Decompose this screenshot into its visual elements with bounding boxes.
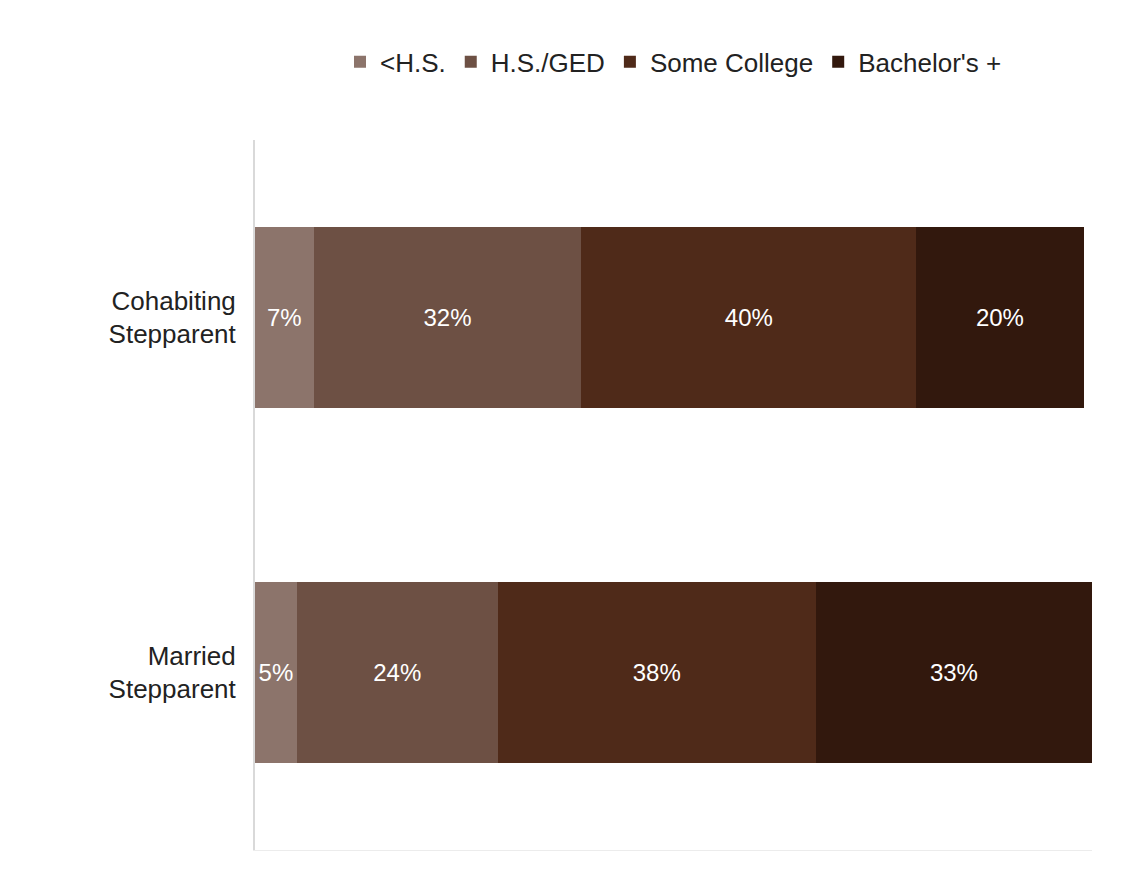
svg-text:32%: 32% bbox=[423, 304, 471, 331]
svg-text:Bachelor's +: Bachelor's + bbox=[858, 48, 1001, 78]
svg-text:CohabitingStepparent: CohabitingStepparent bbox=[109, 286, 237, 350]
svg-text:<H.S.: <H.S. bbox=[380, 48, 446, 78]
svg-text:H.S./GED: H.S./GED bbox=[491, 48, 605, 78]
svg-text:5%: 5% bbox=[259, 659, 294, 686]
svg-text:Some College: Some College bbox=[650, 48, 813, 78]
svg-text:MarriedStepparent: MarriedStepparent bbox=[109, 641, 237, 705]
svg-text:24%: 24% bbox=[373, 659, 421, 686]
svg-text:33%: 33% bbox=[930, 659, 978, 686]
svg-text:7%: 7% bbox=[267, 304, 302, 331]
svg-text:40%: 40% bbox=[725, 304, 773, 331]
svg-text:38%: 38% bbox=[633, 659, 681, 686]
svg-text:20%: 20% bbox=[976, 304, 1024, 331]
